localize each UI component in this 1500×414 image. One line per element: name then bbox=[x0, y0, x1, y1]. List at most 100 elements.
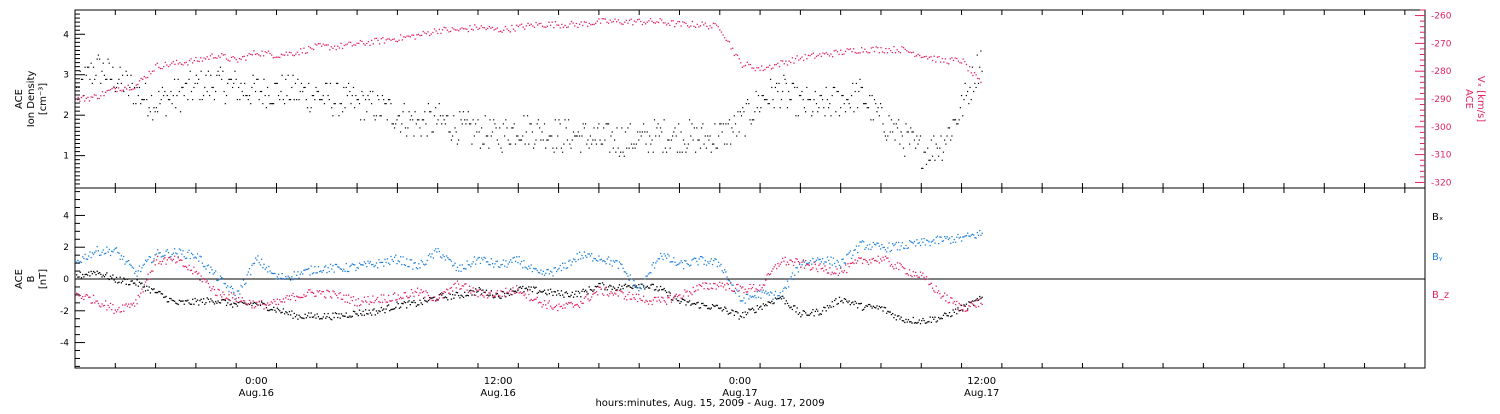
by-point bbox=[403, 264, 405, 266]
density-point bbox=[570, 147, 572, 149]
bx-point bbox=[410, 301, 413, 303]
bx-point bbox=[564, 292, 566, 294]
vx-point bbox=[635, 21, 637, 23]
by-point bbox=[769, 291, 772, 293]
density-point bbox=[941, 159, 943, 161]
bz-point bbox=[766, 274, 768, 276]
density-point bbox=[364, 99, 367, 101]
bz-point bbox=[337, 297, 339, 299]
bx-point bbox=[754, 311, 756, 314]
vx-point bbox=[200, 57, 202, 59]
vx-point bbox=[943, 61, 945, 63]
density-point bbox=[419, 127, 421, 129]
by-point bbox=[493, 266, 495, 268]
bx-point bbox=[630, 287, 633, 289]
density-point bbox=[507, 139, 509, 141]
bz-point bbox=[416, 287, 419, 289]
bz-point bbox=[858, 257, 860, 259]
density-point bbox=[693, 127, 695, 129]
bz-point bbox=[606, 294, 609, 296]
bx-point bbox=[603, 284, 605, 286]
vx-point bbox=[195, 56, 197, 59]
bz-point bbox=[570, 301, 572, 304]
bx-point bbox=[557, 290, 559, 292]
bz-point bbox=[247, 303, 249, 305]
bz-point bbox=[676, 295, 679, 298]
vx-point bbox=[693, 25, 695, 27]
by-point bbox=[86, 258, 89, 260]
bz-point bbox=[545, 304, 547, 306]
bx-point bbox=[714, 305, 716, 308]
bz-point bbox=[927, 278, 929, 280]
bx-point bbox=[189, 303, 191, 305]
by-point bbox=[287, 275, 289, 277]
bx-point bbox=[842, 302, 844, 304]
vx-point bbox=[385, 39, 387, 41]
bz-point bbox=[267, 302, 269, 304]
by-point bbox=[761, 291, 763, 293]
by-point bbox=[494, 263, 496, 265]
bx-point bbox=[821, 310, 824, 312]
bx-point bbox=[746, 312, 749, 314]
by-point bbox=[339, 268, 341, 270]
vx-point bbox=[907, 51, 910, 53]
bx-point bbox=[212, 301, 214, 303]
bz-point bbox=[825, 269, 827, 271]
vx-point bbox=[540, 22, 542, 25]
bz-point bbox=[153, 260, 155, 262]
bx-point bbox=[325, 317, 327, 319]
vx-point bbox=[862, 51, 864, 53]
density-point bbox=[208, 94, 211, 97]
bx-point bbox=[800, 316, 802, 318]
by-point bbox=[725, 271, 727, 273]
by-point bbox=[256, 259, 258, 261]
bz-point bbox=[172, 258, 175, 260]
by-point bbox=[516, 256, 518, 258]
bx-point bbox=[551, 291, 553, 293]
vx-point bbox=[817, 54, 819, 57]
bz-point bbox=[772, 268, 774, 270]
bz-point bbox=[958, 302, 960, 305]
bx-point bbox=[308, 312, 310, 314]
bz-point bbox=[86, 294, 89, 296]
density-point bbox=[315, 86, 317, 89]
density-point bbox=[134, 86, 136, 89]
density-ylabel-line2: Ion Density bbox=[26, 71, 37, 128]
by-point bbox=[924, 244, 926, 246]
density-point bbox=[215, 90, 217, 93]
bx-point bbox=[102, 274, 104, 276]
vx-point bbox=[443, 26, 445, 29]
vx-point bbox=[541, 25, 544, 27]
density-point bbox=[283, 103, 286, 105]
bz-point bbox=[97, 302, 100, 305]
density-point bbox=[138, 86, 141, 89]
bx-point bbox=[341, 315, 344, 317]
by-point bbox=[957, 233, 959, 236]
bz-point bbox=[834, 272, 836, 274]
bz-point bbox=[270, 301, 272, 303]
bx-point bbox=[497, 295, 500, 298]
bz-point bbox=[656, 300, 658, 302]
bx-point bbox=[796, 307, 798, 309]
by-point bbox=[373, 265, 375, 268]
bz-point bbox=[531, 299, 534, 302]
density-point bbox=[414, 111, 416, 113]
bx-point bbox=[137, 285, 139, 287]
density-point bbox=[924, 151, 926, 153]
bx-point bbox=[562, 294, 564, 296]
bx-point bbox=[715, 304, 717, 307]
density-point bbox=[976, 54, 978, 56]
bx-point bbox=[737, 312, 739, 314]
density-point bbox=[587, 139, 589, 141]
bz-point bbox=[386, 301, 389, 303]
by-point bbox=[260, 258, 263, 260]
bz-point bbox=[350, 296, 352, 299]
by-point bbox=[100, 254, 102, 256]
bx-point bbox=[725, 307, 727, 309]
vx-point bbox=[743, 65, 745, 67]
bz-point bbox=[725, 289, 727, 291]
by-point bbox=[713, 259, 715, 262]
vx-point bbox=[551, 21, 553, 23]
bx-point bbox=[620, 288, 622, 290]
bx-point bbox=[176, 303, 178, 305]
